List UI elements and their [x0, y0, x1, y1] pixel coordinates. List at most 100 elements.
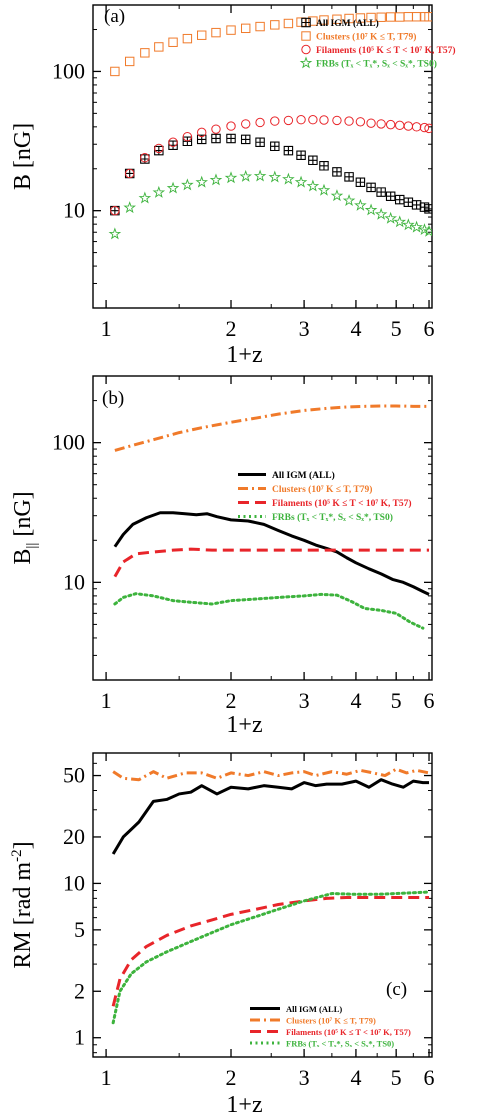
data-point-frbs-t-t-s-s-ts0 — [317, 183, 331, 196]
x-tick-label: 4 — [350, 316, 361, 341]
data-point-filaments-10-k-t-10-k-t57 — [424, 123, 432, 134]
y-tick-label: 10 — [63, 198, 85, 223]
data-point-clusters-10-k-t-t79 — [308, 16, 318, 26]
x-tick-label: 3 — [299, 316, 310, 341]
y-tick-label: 2 — [74, 978, 85, 1003]
data-point-filaments-10-k-t-10-k-t57 — [241, 119, 251, 129]
data-point-clusters-10-k-t-t79 — [376, 12, 386, 22]
data-point-all-igm-all — [344, 172, 354, 182]
data-point-clusters-10-k-t-t79 — [319, 15, 329, 25]
data-point-filaments-10-k-t-10-k-t57 — [283, 115, 294, 126]
data-point-filaments-10-k-t-10-k-t57 — [197, 127, 207, 138]
data-point-filaments-10-k-t-10-k-t57 — [366, 118, 376, 128]
y-tick-label: 10 — [63, 569, 85, 594]
y-tick-label: 10 — [63, 870, 85, 895]
legend-label-clusters-10-k-t-t79: Clusters (10⁷ K ≤ T, T79) — [286, 1016, 376, 1026]
data-point-clusters-10-k-t-t79 — [110, 66, 120, 77]
x-tick-label: 5 — [391, 316, 402, 341]
data-point-filaments-10-k-t-10-k-t57 — [332, 115, 342, 126]
y-axis-title: RM [rad m-2] — [9, 841, 36, 968]
x-tick-label: 3 — [299, 1065, 310, 1090]
data-point-filaments-10-k-t-10-k-t57 — [355, 117, 366, 127]
plot-frame — [92, 375, 433, 681]
x-tick-label: 6 — [424, 688, 435, 713]
y-tick-label: 50 — [63, 763, 85, 788]
x-axis-title: 1+z — [226, 1092, 262, 1118]
data-point-frbs-t-t-s-s-ts0 — [422, 224, 432, 237]
data-point-all-igm-all — [403, 197, 414, 207]
data-point-clusters-10-k-t-t79 — [140, 48, 150, 58]
data-point-filaments-10-k-t-10-k-t57 — [319, 115, 329, 125]
data-point-frbs-t-t-s-s-ts0 — [166, 181, 180, 194]
x-tick-label: 2 — [226, 316, 237, 341]
legend-label-frbs-t-t-s-s-ts0: FRBs (Tₓ < Tₓ*, Sₓ < Sₓ*, TS0) — [286, 1039, 394, 1049]
data-point-frbs-t-t-s-s-ts0 — [239, 169, 253, 182]
data-point-clusters-10-k-t-t79 — [154, 42, 164, 52]
data-point-filaments-10-k-t-10-k-t57 — [255, 117, 265, 128]
data-point-frbs-t-t-s-s-ts0 — [224, 171, 238, 184]
x-tick-label: 1 — [101, 1065, 112, 1090]
x-tick-label: 1 — [101, 688, 112, 713]
data-point-frbs-t-t-s-s-ts0 — [330, 189, 344, 202]
x-tick-label: 2 — [226, 1065, 237, 1090]
data-point-all-igm-all — [424, 204, 432, 214]
series-line-frbs-t-t-s-s-ts0 — [111, 890, 431, 1025]
data-point-clusters-10-k-t-t79 — [385, 12, 396, 22]
data-point-clusters-10-k-t-t79 — [366, 12, 376, 23]
y-axis-title: B [nG] — [10, 123, 36, 190]
legend-label-filaments-10-k-t-10-k-t57: Filaments (10⁵ K ≤ T < 10⁷ K, T57) — [316, 45, 456, 56]
data-point-all-igm-all — [211, 133, 221, 144]
data-point-frbs-t-t-s-s-ts0 — [123, 201, 136, 214]
data-point-clusters-10-k-t-t79 — [395, 12, 405, 22]
data-point-filaments-10-k-t-10-k-t57 — [168, 137, 178, 147]
y-axis-title: B|| [nG] — [10, 491, 40, 564]
legend-label-filaments-10-k-t-10-k-t57: Filaments (10⁵ K ≤ T < 10⁷ K, T57) — [286, 1027, 411, 1037]
series-line-clusters-10-k-t-t79 — [112, 767, 430, 782]
x-tick-label: 2 — [226, 688, 237, 713]
y-tick-label: 20 — [63, 824, 85, 849]
data-point-all-igm-all — [394, 194, 405, 205]
data-point-clusters-10-k-t-t79 — [124, 56, 135, 67]
data-point-frbs-t-t-s-s-ts0 — [108, 227, 122, 240]
legend: All IGM (ALL) Clusters (10⁷ K ≤ T, T79) Fi… — [299, 17, 456, 70]
legend: All IGM (ALL) Clusters (10⁷ K ≤ T, T79) Fi… — [238, 470, 412, 523]
x-tick-label: 3 — [299, 688, 310, 713]
data-point-frbs-t-t-s-s-ts0 — [268, 170, 282, 183]
data-point-filaments-10-k-t-10-k-t57 — [308, 115, 318, 125]
x-tick-label: 5 — [391, 1065, 402, 1090]
panel-label: (c) — [386, 979, 407, 1000]
data-point-all-igm-all — [226, 133, 236, 144]
data-point-filaments-10-k-t-10-k-t57 — [411, 122, 422, 132]
data-point-all-igm-all — [270, 141, 280, 152]
data-point-filaments-10-k-t-10-k-t57 — [344, 116, 354, 126]
data-point-frbs-t-t-s-s-ts0 — [393, 215, 407, 228]
data-point-frbs-t-t-s-s-ts0 — [138, 191, 152, 204]
legend-label-clusters-10-k-t-t79: Clusters (10⁷ K ≤ T, T79) — [316, 32, 416, 43]
data-point-frbs-t-t-s-s-ts0 — [209, 173, 223, 186]
data-point-all-igm-all — [355, 177, 366, 188]
data-point-clusters-10-k-t-t79 — [270, 20, 280, 30]
data-point-filaments-10-k-t-10-k-t57 — [182, 131, 193, 142]
panel-label: (b) — [102, 388, 124, 409]
x-axis-title: 1+z — [226, 342, 262, 368]
legend-label-filaments-10-k-t-10-k-t57: Filaments (10⁵ K ≤ T < 10⁷ K, T57) — [272, 498, 412, 509]
x-axis-title: 1+z — [226, 712, 262, 738]
data-point-all-igm-all — [319, 161, 329, 171]
legend-label-frbs-t-t-s-s-ts0: FRBs (Tₓ < Tₓ*, Sₓ < Sₓ*, TS0) — [316, 59, 437, 70]
data-point-all-igm-all — [308, 155, 318, 166]
legend-label-all-igm-all: All IGM (ALL) — [316, 18, 379, 29]
data-point-clusters-10-k-t-t79 — [283, 18, 294, 29]
data-point-frbs-t-t-s-s-ts0 — [384, 211, 397, 224]
data-point-clusters-10-k-t-t79 — [355, 13, 366, 23]
data-point-filaments-10-k-t-10-k-t57 — [270, 116, 280, 126]
x-tick-label: 6 — [424, 316, 435, 341]
data-point-frbs-t-t-s-s-ts0 — [410, 220, 423, 233]
legend-marker-clusters-10-k-t-t79 — [301, 31, 311, 41]
data-point-clusters-10-k-t-t79 — [168, 37, 178, 47]
data-point-filaments-10-k-t-10-k-t57 — [140, 153, 150, 163]
data-point-frbs-t-t-s-s-ts0 — [364, 203, 378, 216]
data-point-clusters-10-k-t-t79 — [182, 33, 193, 44]
series-line-filaments-10-k-t-10-k-t57 — [113, 547, 430, 578]
